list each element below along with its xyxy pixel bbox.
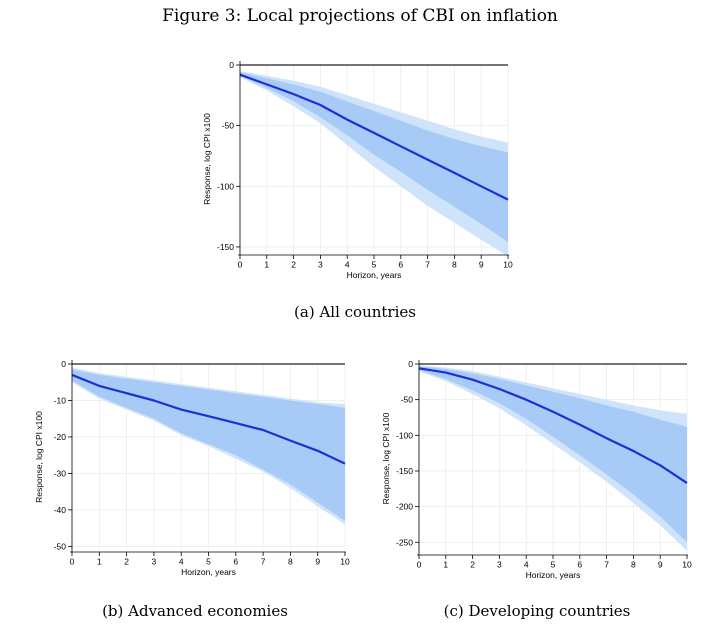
y-tick-label: -40	[54, 505, 67, 515]
x-tick-label: 2	[124, 557, 129, 567]
x-tick-label: 0	[238, 260, 243, 270]
x-tick-label: 3	[152, 557, 157, 567]
x-tick-label: 4	[524, 560, 529, 570]
y-tick-label: -50	[401, 395, 414, 405]
y-tick-label: -30	[54, 468, 67, 478]
x-tick-label: 6	[233, 557, 238, 567]
series-line-point-estimate	[239, 73, 509, 201]
x-tick-label: 2	[291, 260, 296, 270]
x-tick-label: 9	[479, 260, 484, 270]
x-tick-label: 8	[288, 557, 293, 567]
y-tick-label: -10	[54, 395, 67, 405]
series-line-point-estimate	[71, 373, 346, 465]
x-axis-title: Horizon, years	[526, 570, 581, 580]
x-axis-title: Horizon, years	[347, 270, 402, 280]
y-tick-label: -200	[396, 502, 413, 512]
x-tick-label: 10	[682, 560, 692, 570]
chart-panel-advanced-economies: 0 1 2 3 4 5 6 7 8 9 10 0 -10 -20 -30 -40 -50 Horizon, yea…	[34, 359, 350, 577]
x-tick-label: 5	[206, 557, 211, 567]
x-tick-label: 6	[398, 260, 403, 270]
confidence-band-inner	[240, 72, 508, 243]
y-tick-label: -50	[222, 121, 235, 131]
x-tick-label: 9	[315, 557, 320, 567]
x-tick-label: 8	[631, 560, 636, 570]
x-tick-label: 1	[97, 557, 102, 567]
y-tick-label: -150	[217, 242, 234, 252]
x-tick-label: 1	[443, 560, 448, 570]
y-tick-label: -100	[396, 430, 413, 440]
x-tick-label: 2	[470, 560, 475, 570]
y-axis-title: Response, log CPI x100	[34, 411, 44, 503]
x-tick-label: 0	[417, 560, 422, 570]
y-tick-label: -20	[54, 432, 67, 442]
y-tick-label: -50	[54, 541, 67, 551]
caption-advanced-economies: (b) Advanced economies	[102, 602, 288, 620]
x-tick-label: 9	[658, 560, 663, 570]
x-tick-label: 10	[340, 557, 350, 567]
x-tick-label: 5	[551, 560, 556, 570]
y-tick-label: 0	[408, 359, 413, 369]
caption-all-countries: (a) All countries	[294, 303, 416, 321]
y-tick-label: -250	[396, 537, 413, 547]
x-tick-label: 8	[452, 260, 457, 270]
y-axis-title: Response, log CPI x100	[381, 412, 391, 504]
x-tick-label: 7	[261, 557, 266, 567]
chart-panel-developing-countries: 0 1 2 3 4 5 6 7 8 9 10 0 -50 -100 -150 -200 -250 Horizon,…	[381, 359, 692, 580]
y-tick-label: -100	[217, 181, 234, 191]
x-tick-label: 10	[503, 260, 513, 270]
x-tick-label: 7	[425, 260, 430, 270]
caption-developing-countries: (c) Developing countries	[443, 602, 631, 620]
x-tick-label: 3	[497, 560, 502, 570]
x-tick-label: 4	[345, 260, 350, 270]
confidence-band-outer	[240, 71, 508, 257]
series-line-point-estimate	[418, 367, 688, 485]
x-tick-label: 0	[70, 557, 75, 567]
x-tick-label: 5	[372, 260, 377, 270]
x-tick-label: 6	[577, 560, 582, 570]
x-axis-title: Horizon, years	[181, 567, 236, 577]
y-tick-label: 0	[229, 60, 234, 70]
y-tick-label: -150	[396, 466, 413, 476]
chart-panel-all-countries: 0 1 2 3 4 5 6 7 8 9 10 0 -50 -100 -150 Horizon, years Re…	[202, 60, 513, 280]
y-axis-title: Response, log CPI x100	[202, 113, 212, 205]
x-tick-label: 3	[318, 260, 323, 270]
confidence-band-inner	[72, 369, 345, 521]
x-tick-label: 4	[179, 557, 184, 567]
y-tick-label: 0	[61, 359, 66, 369]
x-tick-label: 7	[604, 560, 609, 570]
confidence-band-inner	[419, 366, 687, 543]
figure-title: Figure 3: Local projections of CBI on in…	[162, 6, 558, 26]
x-tick-label: 1	[264, 260, 269, 270]
